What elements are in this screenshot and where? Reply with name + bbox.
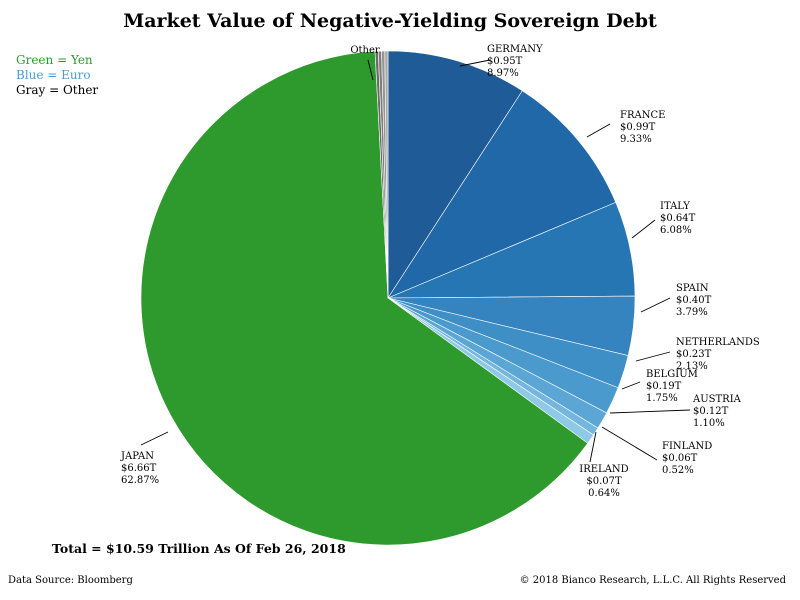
copyright-note: © 2018 Bianco Research, L.L.C. All Right…	[520, 575, 787, 586]
slice-label-italy-name: ITALY	[660, 201, 690, 212]
pie-slice-france	[387, 90, 617, 299]
slice-label-netherlands-name: NETHERLANDS	[676, 337, 760, 348]
slice-label-spain-value: $0.40T	[676, 295, 712, 306]
slice-label-france-name: FRANCE	[620, 110, 665, 121]
slice-label-austria-percent: 1.10%	[693, 418, 725, 429]
slice-label-spain-percent: 3.79%	[676, 307, 708, 318]
leader-line-finland	[601, 426, 658, 461]
slice-label-italy-percent: 6.08%	[660, 225, 692, 236]
leader-line-italy	[631, 219, 656, 239]
slice-label-japan-value: $6.66T	[121, 463, 157, 474]
leader-line-netherlands	[635, 351, 671, 362]
leader-line-japan	[140, 431, 169, 446]
slice-label-netherlands-percent: 2.13%	[676, 361, 708, 372]
legend-entry-other: Gray = Other	[16, 83, 98, 97]
slice-label-ireland-name: IRELAND	[579, 464, 628, 475]
slice-label-ireland-value: $0.07T	[586, 476, 622, 487]
leader-line-ireland	[589, 431, 597, 463]
slice-label-japan-percent: 62.87%	[121, 475, 159, 486]
slice-label-other-name: Other	[350, 45, 380, 56]
slice-label-germany-value: $0.95T	[487, 56, 523, 67]
slice-label-spain-name: SPAIN	[676, 283, 709, 294]
chart-title: Market Value of Negative-Yielding Sovere…	[123, 10, 657, 32]
pie-slice-germany	[387, 50, 523, 300]
leader-line-austria	[609, 409, 691, 414]
slice-label-finland-value: $0.06T	[662, 453, 698, 464]
leader-line-spain	[640, 297, 671, 313]
slice-label-germany-percent: 8.97%	[487, 68, 519, 79]
slice-label-italy-value: $0.64T	[660, 213, 696, 224]
slice-label-belgium-value: $0.19T	[646, 381, 682, 392]
slice-label-ireland-percent: 0.64%	[588, 488, 620, 499]
slice-label-austria-name: AUSTRIA	[692, 394, 742, 405]
slice-label-netherlands-value: $0.23T	[676, 349, 712, 360]
slice-label-france-percent: 9.33%	[620, 134, 652, 145]
slice-label-belgium-percent: 1.75%	[646, 393, 678, 404]
pie-slice-other-band-4	[384, 50, 389, 299]
slice-label-japan-name: JAPAN	[120, 451, 154, 462]
slice-label-belgium-name: BELGIUM	[646, 369, 698, 380]
legend-entry-yen: Green = Yen	[16, 53, 93, 67]
slice-label-france-value: $0.99T	[620, 122, 656, 133]
data-source: Data Source: Bloomberg	[8, 575, 133, 586]
leader-line-germany	[459, 59, 491, 67]
legend: Green = Yen Blue = Euro Gray = Other	[16, 53, 98, 97]
slice-label-finland-percent: 0.52%	[662, 465, 694, 476]
leader-line-france	[586, 123, 611, 138]
leader-line-other	[367, 59, 374, 81]
total-note: Total = $10.59 Trillion As Of Feb 26, 20…	[52, 541, 346, 556]
legend-entry-euro: Blue = Euro	[16, 68, 91, 82]
pie-slice-japan	[140, 51, 589, 546]
slice-label-finland-name: FINLAND	[662, 441, 712, 452]
slice-label-austria-value: $0.12T	[693, 406, 729, 417]
slice-label-germany-name: GERMANY	[487, 44, 543, 55]
leader-line-belgium	[621, 381, 641, 390]
pie-slices	[140, 50, 636, 546]
